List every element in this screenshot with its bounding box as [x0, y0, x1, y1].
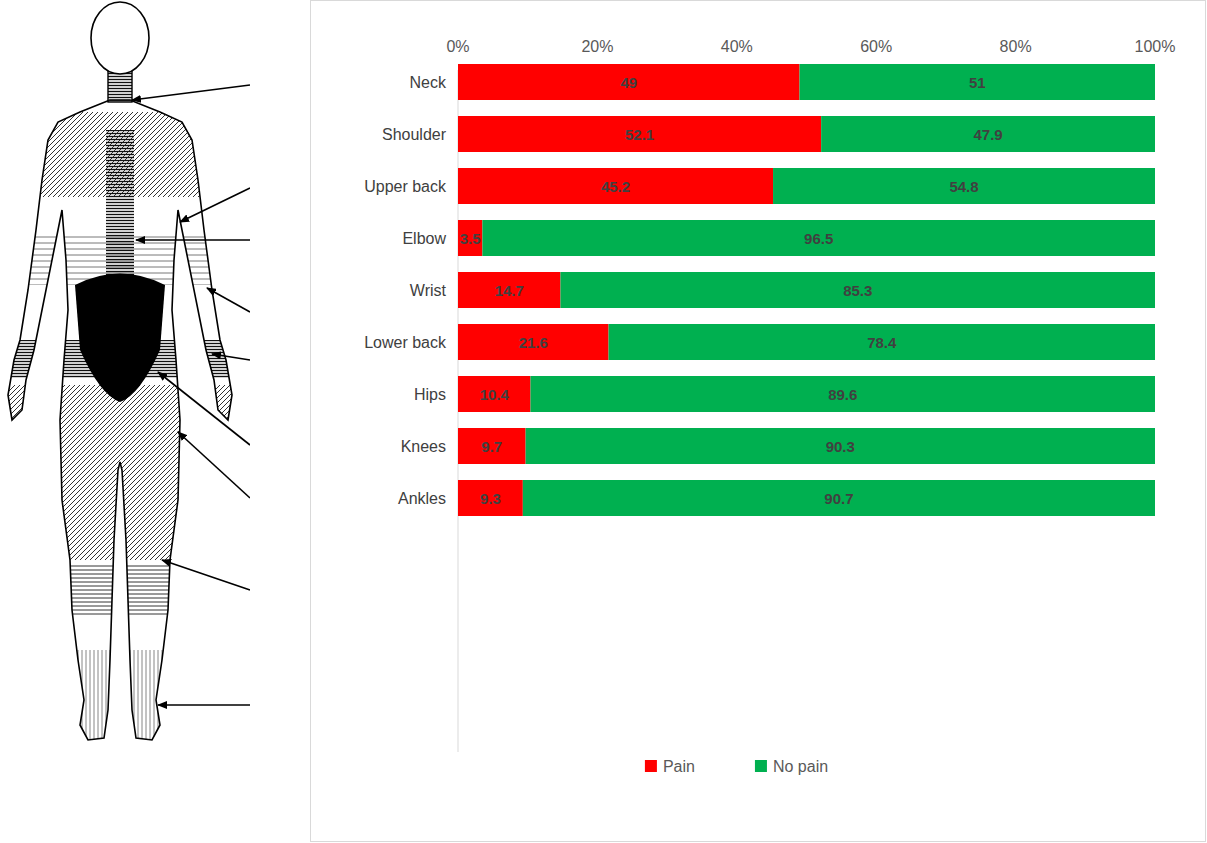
data-label: 47.9 [973, 126, 1002, 143]
category-label: Knees [401, 438, 446, 455]
data-label: 90.7 [824, 490, 853, 507]
bar-segment [482, 220, 1155, 256]
bar-segment [458, 480, 523, 516]
tick-label: 20% [581, 38, 613, 55]
pointer-arrow [180, 188, 250, 222]
head [91, 2, 149, 74]
category-label: Neck [410, 74, 447, 91]
legend-swatch [755, 760, 767, 772]
data-labels: 49 51 52.1 47.9 45.2 54.8 3.5 96.5 14.7 85.3 21.6 7… [460, 74, 1003, 507]
data-label: 89.6 [828, 386, 857, 403]
ankles-region [0, 650, 240, 745]
x-axis: 0% 20% 40% 60% 80% 100% [446, 38, 1175, 55]
bar-segment [458, 220, 482, 256]
data-label: 49 [620, 74, 637, 91]
bar-segment [458, 168, 773, 204]
data-label: 51 [969, 74, 986, 91]
data-label: 52.1 [625, 126, 654, 143]
chart-frame [311, 1, 1206, 842]
bar-segment [526, 428, 1155, 464]
data-label: 54.8 [949, 178, 978, 195]
pointer-arrow [158, 372, 250, 445]
category-label: Upper back [364, 178, 447, 195]
category-label: Ankles [398, 490, 446, 507]
data-label: 3.5 [460, 230, 481, 247]
body-regions [0, 112, 240, 745]
data-label: 21.6 [519, 334, 548, 351]
legend-item: No pain [755, 758, 828, 775]
data-label: 85.3 [843, 282, 872, 299]
pointer-arrow [158, 704, 250, 706]
hips-region [0, 385, 240, 560]
category-label: Hips [414, 386, 446, 403]
pointer-arrow [132, 85, 250, 100]
body-figure [0, 2, 250, 745]
pointer-arrow [207, 288, 250, 312]
bar-segment [458, 272, 560, 308]
category-label: Lower back [364, 334, 447, 351]
legend-swatch [645, 760, 657, 772]
bar-segment [609, 324, 1155, 360]
lower-back-region [75, 274, 165, 403]
page: 0% 20% 40% 60% 80% 100% Neck Shoulder Upper back… [0, 0, 1207, 843]
data-label: 14.7 [495, 282, 524, 299]
legend-item: Pain [645, 758, 695, 775]
data-label: 45.2 [601, 178, 630, 195]
legend-label: No pain [773, 758, 828, 775]
body-outline [8, 100, 232, 740]
upper-back-region [106, 130, 134, 290]
bar-segment [800, 64, 1155, 100]
bar-segment [560, 272, 1155, 308]
bar-segment [458, 64, 800, 100]
data-label: 9.7 [481, 438, 502, 455]
legend-label: Pain [663, 758, 695, 775]
data-label: 90.3 [826, 438, 855, 455]
pointer-arrow [212, 354, 250, 360]
bar-segment [530, 376, 1155, 412]
tick-label: 40% [721, 38, 753, 55]
crop-mask [250, 0, 310, 843]
tick-label: 100% [1135, 38, 1176, 55]
pointer-arrow [178, 432, 250, 498]
category-label: Elbow [402, 230, 446, 247]
category-label: Shoulder [382, 126, 447, 143]
category-labels: Neck Shoulder Upper back Elbow Wrist Lower ba… [364, 74, 447, 507]
bars [458, 64, 1155, 516]
bar-segment [458, 428, 526, 464]
bar-segment [458, 376, 530, 412]
pointer-arrow [136, 239, 250, 241]
bar-segment [523, 480, 1155, 516]
data-label: 9.3 [480, 490, 501, 507]
data-label: 10.4 [480, 386, 510, 403]
bar-segment [821, 116, 1155, 152]
bar-segment [458, 324, 609, 360]
tick-label: 80% [1000, 38, 1032, 55]
data-label: 78.4 [867, 334, 897, 351]
tick-label: 60% [860, 38, 892, 55]
bar-segment [773, 168, 1155, 204]
data-label: 96.5 [804, 230, 833, 247]
category-label: Wrist [410, 282, 447, 299]
pointer-arrow [162, 560, 250, 590]
bar-segment [458, 116, 821, 152]
knees-region [0, 565, 240, 615]
tick-label: 0% [446, 38, 469, 55]
legend: Pain No pain [645, 758, 828, 775]
